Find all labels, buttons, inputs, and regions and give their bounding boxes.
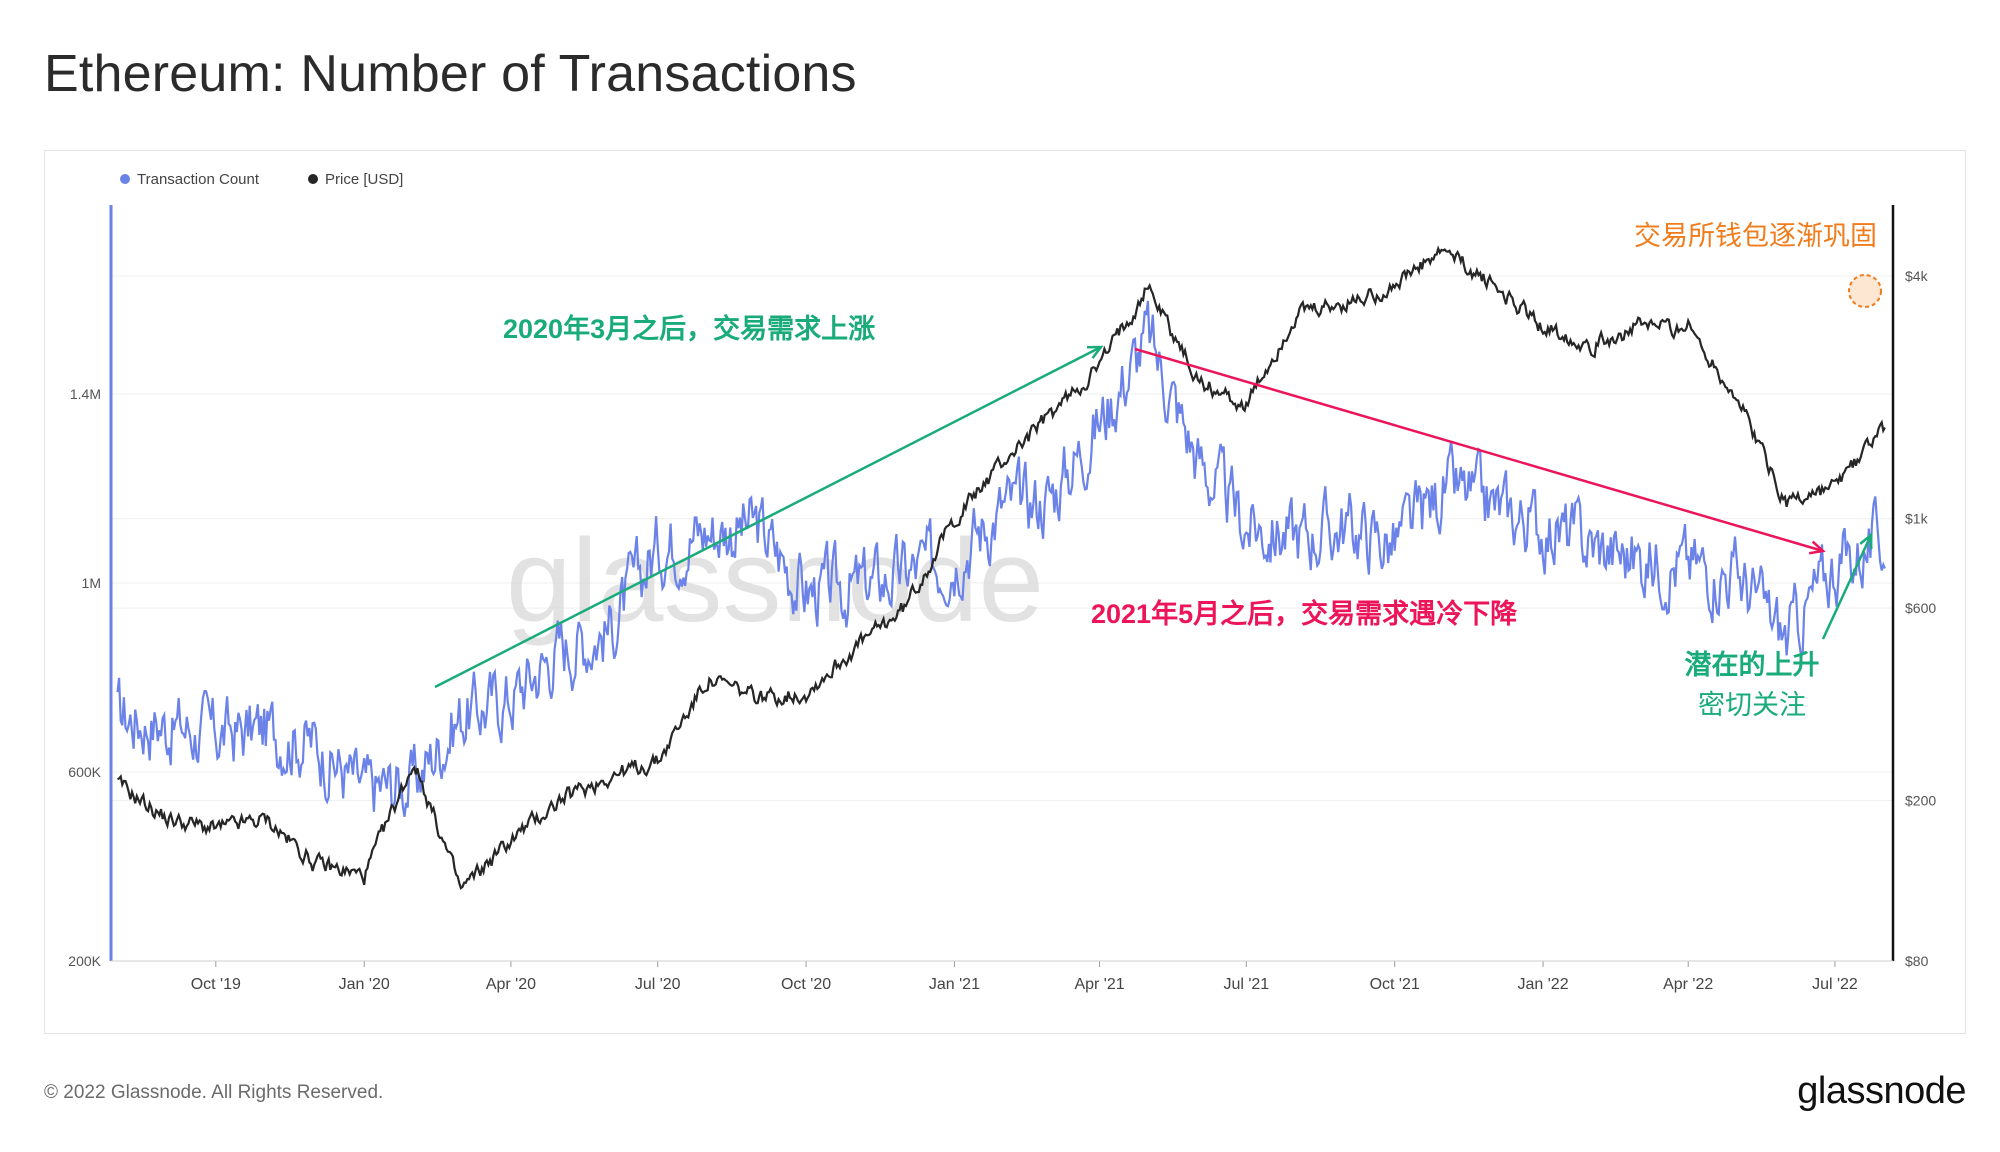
arrow-potential-rise-head [1859, 532, 1873, 550]
x-tick-label: Apr '21 [1074, 976, 1124, 993]
x-tick-label: Oct '19 [191, 976, 241, 993]
arrow-demand-fall-head [1808, 540, 1826, 555]
arrow-demand-fall-line [1134, 347, 1824, 553]
glassnode-logo: glassnode [1797, 1070, 1966, 1112]
axes [109, 205, 1895, 967]
series-lines [116, 245, 1886, 890]
y-right-tick-label: $4k [1905, 268, 1929, 284]
y-left-tick-label: 1.4M [70, 386, 101, 402]
y-left-tick-label: 600K [68, 764, 101, 780]
annotation-demand-fall: 2021年5月之后，交易需求遇冷下降 [1091, 598, 1518, 629]
chart-panel: glassnode 200K 600K 1M 1.4M $80 $200 $600 $1k $4… [44, 150, 1966, 1034]
y-left-tick-label: 200K [68, 953, 101, 969]
copyright-text: © 2022 Glassnode. All Rights Reserved. [44, 1082, 384, 1103]
x-tick-label: Oct '20 [781, 976, 831, 993]
x-tick-label: Jul '20 [635, 976, 681, 993]
x-tick-label: Jul '21 [1223, 976, 1269, 993]
page-title: Ethereum: Number of Transactions [44, 45, 857, 103]
y-right-tick-label: $1k [1905, 511, 1929, 527]
x-tick-label: Oct '21 [1370, 976, 1420, 993]
series-transaction-count-line [116, 300, 1886, 817]
x-tick-label: Jan '20 [339, 976, 390, 993]
legend-dot-price [308, 174, 318, 184]
y-left-tick-label: 1M [82, 575, 101, 591]
tick-labels: 200K 600K 1M 1.4M $80 $200 $600 $1k $4k Oct '19 Ja… [68, 268, 1936, 993]
series-price-line [117, 245, 1886, 890]
x-tick-label: Jan '22 [1518, 976, 1569, 993]
annotations: 2020年3月之后，交易需求上涨 2021年5月之后，交易需求遇冷下降潜在的上升密… [434, 221, 1882, 720]
x-tick-label: Jul '22 [1812, 976, 1858, 993]
x-tick-label: Jan '21 [929, 976, 980, 993]
arrow-potential-rise-line [1821, 534, 1873, 640]
y-right-tick-label: $200 [1905, 793, 1936, 809]
chart-svg: glassnode 200K600K1M1.4M$80$200$600$1k$4… [68, 171, 1936, 993]
legend: Transaction Count Price [USD] [120, 171, 403, 188]
annotation-exchange-wallets: 交易所钱包逐渐巩固 [1634, 221, 1877, 251]
annotation-potential-rise: 潜在的上升 [1685, 649, 1820, 680]
arrow-demand-rise-head [1086, 345, 1104, 359]
annotation-watch-closely: 密切关注 [1698, 690, 1806, 720]
legend-label-price: Price [USD] [325, 171, 403, 188]
x-tick-label: Apr '22 [1663, 976, 1713, 993]
highlight-circle [1848, 274, 1882, 308]
y-right-tick-label: $600 [1905, 600, 1936, 616]
legend-label-transaction-count: Transaction Count [137, 171, 260, 188]
legend-dot-transaction-count [120, 174, 130, 184]
arrow-demand-rise-line [434, 345, 1102, 689]
y-right-tick-label: $80 [1905, 953, 1929, 969]
x-tick-label: Apr '20 [486, 976, 536, 993]
annotation-demand-rise: 2020年3月之后，交易需求上涨 [503, 313, 875, 344]
